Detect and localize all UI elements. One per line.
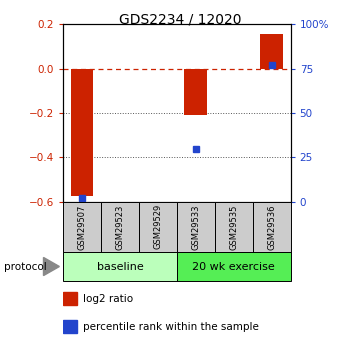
Text: GSM29535: GSM29535 [229,204,238,249]
Bar [63,252,177,281]
Bar [139,202,177,252]
Bar [63,202,101,252]
Text: GDS2234 / 12020: GDS2234 / 12020 [119,12,242,26]
Bar [63,321,77,333]
Text: 20 wk exercise: 20 wk exercise [192,262,275,272]
Text: log2 ratio: log2 ratio [83,294,133,304]
Bar [63,292,77,305]
Bar [177,252,291,281]
Text: GSM29507: GSM29507 [78,204,87,249]
Bar [101,202,139,252]
Bar [177,202,215,252]
Polygon shape [44,257,59,276]
Text: GSM29523: GSM29523 [116,204,125,249]
Text: protocol: protocol [4,262,46,272]
Bar [253,202,291,252]
Bar [260,34,283,69]
Bar [71,69,93,196]
Text: baseline: baseline [97,262,143,272]
Text: percentile rank within the sample: percentile rank within the sample [83,323,258,332]
Bar [184,69,207,115]
Text: GSM29533: GSM29533 [191,204,200,249]
Bar [215,202,253,252]
Text: GSM29529: GSM29529 [153,204,162,249]
Text: GSM29536: GSM29536 [267,204,276,249]
